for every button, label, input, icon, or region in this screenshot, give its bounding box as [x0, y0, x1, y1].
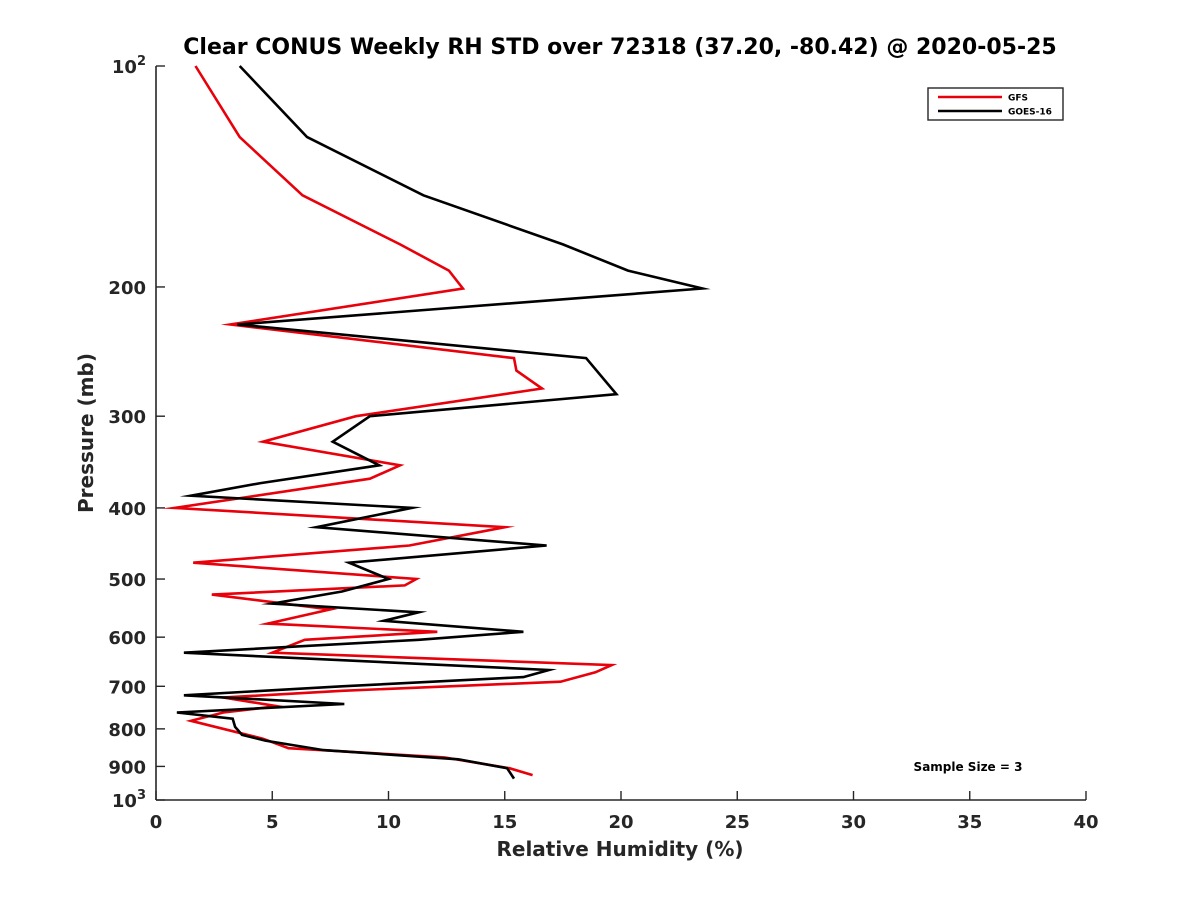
legend-label-gfs: GFS: [1008, 94, 1028, 104]
x-tick-label: 15: [492, 812, 517, 833]
x-tick-label: 30: [841, 812, 866, 833]
legend: GFS GOES-16: [927, 87, 1064, 121]
y-tick-exponent: 2: [137, 54, 146, 69]
x-tick-label: 20: [608, 812, 633, 833]
x-axis-label: Relative Humidity (%): [496, 837, 743, 861]
y-tick-label: 500: [108, 570, 146, 591]
x-tick-label: 35: [957, 812, 982, 833]
x-tick-label: 0: [150, 812, 163, 833]
y-tick-label: 200: [108, 278, 146, 299]
legend-box: [927, 87, 1064, 121]
series-line-goes-16: [176, 65, 711, 780]
y-tick-exponent: 3: [137, 788, 146, 803]
legend-label-goes-16: GOES-16: [1008, 108, 1052, 118]
x-tick-label: 10: [376, 812, 401, 833]
y-tick-label: 600: [108, 628, 146, 649]
y-tick-label: 300: [108, 407, 146, 428]
y-tick-label: 103: [112, 788, 146, 812]
x-tick-label: 25: [725, 812, 750, 833]
y-tick-label: 102: [112, 54, 146, 78]
x-tick-label: 5: [266, 812, 279, 833]
y-tick-label: 400: [108, 499, 146, 520]
y-tick-label: 900: [108, 757, 146, 778]
y-tick-label: 700: [108, 677, 146, 698]
y-axis-label: Pressure (mb): [74, 353, 98, 513]
chart-title: Clear CONUS Weekly RH STD over 72318 (37…: [183, 35, 1056, 60]
axes: 0 5 10 15 20 25 30 35 40 102 200 300 400 500 600 700 800…: [108, 54, 1098, 833]
sample-size-annotation: Sample Size = 3: [914, 760, 1023, 774]
x-tick-label: 40: [1073, 812, 1098, 833]
series-layer: [162, 65, 711, 780]
y-tick-label: 800: [108, 720, 146, 741]
